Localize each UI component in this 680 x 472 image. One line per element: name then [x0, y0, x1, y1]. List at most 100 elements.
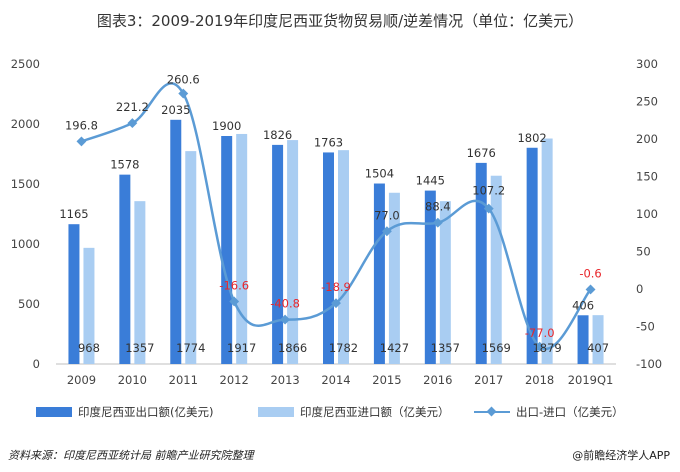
- bar-export: [119, 174, 131, 364]
- bar-import: [439, 201, 451, 364]
- balance-point: [483, 203, 494, 214]
- bar-import: [287, 140, 299, 364]
- balance-point: [178, 88, 189, 99]
- bar-export-label: 1826: [263, 128, 292, 142]
- bar-export: [170, 119, 182, 364]
- bar-import-label: 407: [587, 341, 609, 355]
- bar-export: [323, 152, 334, 364]
- bar-export-label: 2035: [161, 103, 190, 117]
- legend-balance-swatch: [474, 407, 510, 417]
- bar-import-label: 1774: [176, 341, 205, 355]
- bar-import-label: 1866: [278, 341, 307, 355]
- y-left-tick-label: 2500: [11, 57, 40, 71]
- balance-point: [381, 226, 392, 237]
- balance-point: [280, 314, 291, 325]
- bar-export-label: 1165: [59, 207, 88, 221]
- x-tick-label: 2018: [525, 373, 554, 387]
- balance-label: 221.2: [116, 100, 149, 114]
- balance-label: -18.9: [321, 280, 351, 294]
- y-left-tick-label: 500: [18, 297, 40, 311]
- x-tick-label: 2013: [270, 373, 299, 387]
- bar-export: [475, 162, 487, 364]
- y-right-tick-label: 0: [636, 282, 643, 296]
- y-left-tick-label: 1000: [11, 237, 40, 251]
- balance-label: 88.4: [425, 200, 451, 214]
- y-right-tick-label: -50: [636, 320, 655, 334]
- bar-import-label: 1782: [329, 341, 358, 355]
- bar-import-label: 1357: [431, 341, 460, 355]
- bar-import: [185, 151, 197, 364]
- bar-import-label: 1569: [482, 341, 511, 355]
- bar-import: [134, 201, 146, 364]
- balance-label: 196.8: [65, 118, 98, 132]
- x-tick-label: 2011: [169, 373, 198, 387]
- x-tick-label: 2009: [67, 373, 96, 387]
- balance-point: [76, 136, 87, 147]
- bar-import: [83, 247, 95, 364]
- balance-line: [81, 82, 592, 351]
- source-note: 资料来源：印度尼西亚统计局 前瞻产业研究院整理: [8, 449, 254, 462]
- y-right-tick-label: 300: [636, 57, 658, 71]
- bar-export-label: 1802: [517, 131, 546, 145]
- balance-point: [534, 341, 545, 352]
- bar-export: [373, 183, 385, 364]
- bar-export: [272, 144, 284, 364]
- balance-point: [127, 118, 138, 129]
- legend-balance: 出口-进口（亿美元）: [474, 404, 624, 420]
- bar-import: [490, 175, 502, 364]
- y-right-tick-label: 100: [636, 207, 658, 221]
- legend-import-swatch: [258, 407, 294, 417]
- bar-import-label: 1879: [532, 341, 561, 355]
- y-left-tick-label: 0: [33, 357, 40, 371]
- x-tick-label: 2017: [474, 373, 503, 387]
- bar-export-label: 406: [572, 298, 594, 312]
- balance-label: 260.6: [167, 73, 200, 87]
- y-left-tick-label: 2000: [11, 117, 40, 131]
- x-tick-label: 2010: [118, 373, 147, 387]
- x-tick-label: 2015: [372, 373, 401, 387]
- legend-export-label: 印度尼西亚出口额(亿美元): [78, 405, 214, 419]
- bar-export-label: 1504: [365, 167, 394, 181]
- balance-point: [331, 298, 341, 309]
- y-right-tick-label: 200: [636, 132, 658, 146]
- bar-import: [541, 138, 553, 364]
- bar-export-label: 1445: [416, 174, 445, 188]
- balance-label: -16.6: [219, 278, 249, 292]
- x-tick-label: 2019Q1: [568, 373, 614, 387]
- y-right-tick-label: -100: [636, 357, 662, 371]
- bar-import: [388, 192, 400, 364]
- chart-title: 图表3：2009-2019年印度尼西亚货物贸易顺/逆差情况（单位：亿美元）: [96, 12, 584, 30]
- balance-label: -40.8: [270, 297, 300, 311]
- y-right-tick-label: 250: [636, 95, 658, 109]
- y-right-tick-label: 150: [636, 170, 658, 184]
- bar-export-label: 1900: [212, 119, 241, 133]
- bar-export-label: 1676: [467, 146, 496, 160]
- bar-import-label: 1427: [380, 341, 409, 355]
- bar-import-label: 1357: [125, 341, 154, 355]
- bar-export: [68, 224, 80, 364]
- x-tick-label: 2014: [321, 373, 350, 387]
- bar-export-label: 1578: [110, 158, 139, 172]
- bar-import: [592, 315, 604, 364]
- bar-export: [424, 190, 436, 364]
- bar-export-label: 1763: [314, 135, 343, 149]
- legend-export: 印度尼西亚出口额(亿美元): [36, 404, 213, 420]
- bar-import: [236, 133, 248, 364]
- bar-import-label: 968: [78, 341, 100, 355]
- bar-import: [338, 150, 349, 364]
- balance-point: [229, 296, 240, 307]
- balance-label: 107.2: [472, 184, 505, 198]
- bar-export: [577, 315, 589, 364]
- brand-label: @前瞻经济学人APP: [572, 449, 670, 462]
- balance-point: [432, 217, 443, 228]
- legend-import-label: 印度尼西亚进口额（亿美元）: [300, 405, 450, 419]
- x-tick-label: 2012: [220, 373, 249, 387]
- balance-point: [585, 284, 596, 295]
- y-right-tick-label: 50: [636, 245, 651, 259]
- bar-export: [526, 147, 538, 364]
- legend-export-swatch: [36, 407, 72, 417]
- x-tick-label: 2016: [423, 373, 452, 387]
- y-left-tick-label: 1500: [11, 177, 40, 191]
- legend-import: 印度尼西亚进口额（亿美元）: [258, 404, 450, 420]
